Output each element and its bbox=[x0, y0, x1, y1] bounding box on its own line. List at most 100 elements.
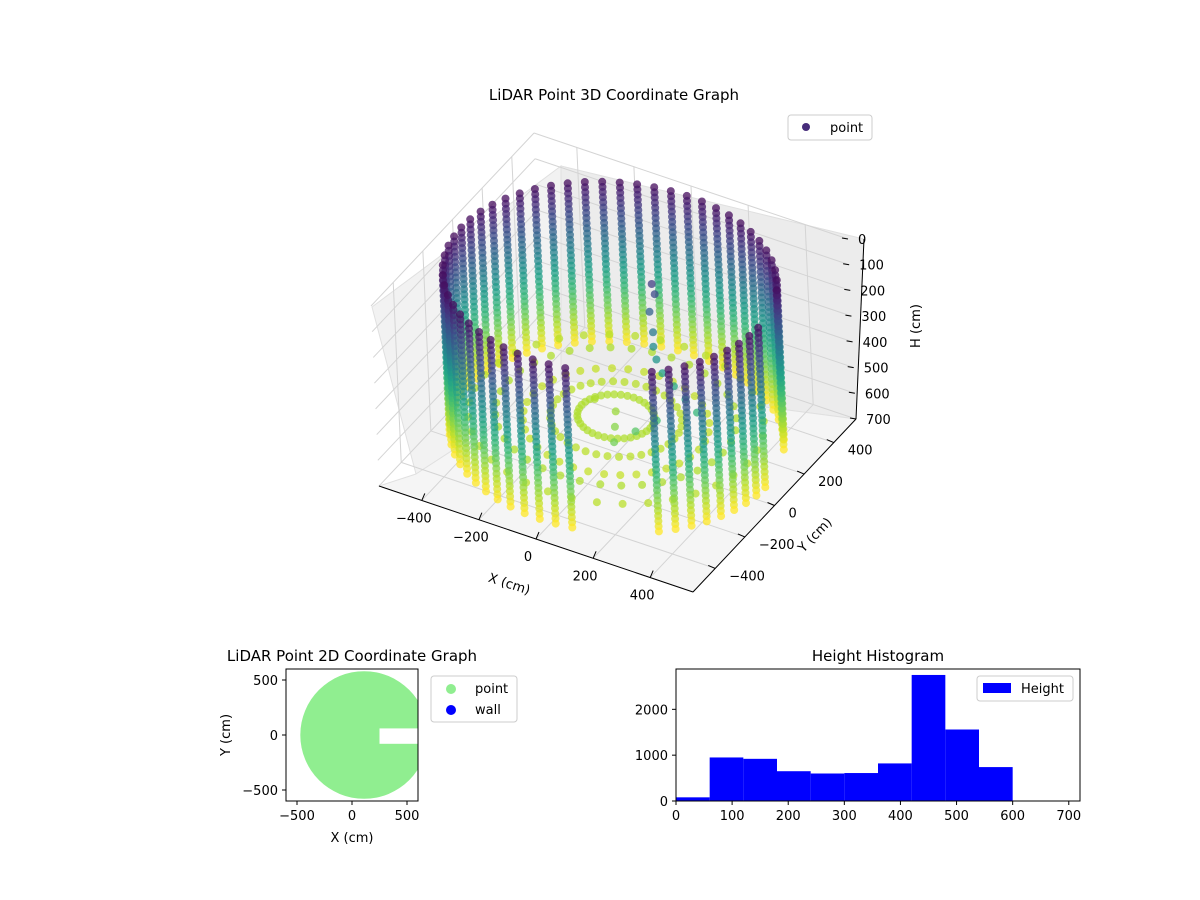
plot2d-point-disc bbox=[300, 671, 418, 799]
plot3d-point bbox=[693, 466, 702, 475]
plot3d-point bbox=[610, 422, 619, 431]
plot3d-point bbox=[568, 523, 577, 532]
plot3d-point bbox=[571, 443, 580, 452]
plot3d-point bbox=[637, 450, 646, 459]
plot3d-point bbox=[620, 434, 629, 443]
plot3d-grid-line-z-right bbox=[534, 158, 850, 266]
plot3d-point bbox=[556, 433, 565, 442]
plot3d-point bbox=[672, 403, 681, 412]
plot3d-point bbox=[624, 365, 633, 374]
histogram-bar bbox=[676, 797, 710, 801]
plot3d-point bbox=[626, 433, 635, 442]
plot3d-y-tick bbox=[737, 533, 746, 538]
plot3d-point bbox=[506, 502, 515, 511]
plot3d-point bbox=[556, 471, 565, 480]
plot3d-point bbox=[606, 343, 615, 352]
plot3d-x-tick-label: 200 bbox=[573, 569, 598, 584]
plot3d-point bbox=[523, 398, 532, 406]
plot3d-point bbox=[675, 459, 684, 468]
histogram-bar bbox=[945, 729, 979, 801]
plot2d-legend-marker-wall bbox=[446, 705, 456, 715]
plot2d-plot-area bbox=[300, 671, 418, 799]
plot3d-z-tick-label: 300 bbox=[861, 310, 886, 325]
plot3d-ticks: −400 −200 0 200 400 −400 −200 0 200 400 0 100 200 300… bbox=[396, 233, 891, 604]
plot3d-point bbox=[463, 469, 472, 478]
histogram-legend-box bbox=[976, 675, 1074, 702]
plot3d-point bbox=[596, 480, 605, 489]
plot3d-point bbox=[600, 433, 609, 442]
histogram-x-tick-label: 400 bbox=[888, 809, 913, 824]
histogram-bar bbox=[979, 767, 1013, 801]
histogram-x-tick-label: 600 bbox=[1000, 809, 1025, 824]
plot3d-point bbox=[620, 378, 629, 386]
histogram-bar bbox=[844, 773, 878, 801]
plot3d-point bbox=[538, 344, 546, 353]
plot3d-x-tick bbox=[649, 570, 654, 578]
plot3d-point bbox=[705, 419, 714, 427]
plot3d-grid-line-x-wall bbox=[690, 185, 700, 367]
histogram-bars bbox=[676, 674, 1013, 801]
plot3d-point bbox=[631, 427, 640, 436]
plot3d-point bbox=[717, 512, 726, 521]
plot3d-x-tick bbox=[421, 493, 426, 501]
histogram-bar bbox=[709, 757, 744, 801]
plot2d-y-tick-label: 500 bbox=[253, 674, 278, 689]
plot3d-point bbox=[538, 382, 547, 391]
plot3d-point bbox=[532, 340, 541, 349]
plot3d-point bbox=[555, 334, 564, 343]
plot3d-point bbox=[535, 514, 544, 523]
plot3d-y-tick-label: −400 bbox=[729, 569, 765, 584]
plot3d-point bbox=[603, 390, 612, 399]
histogram: Height Histogram 0 100 200 300 400 500 600 7000… bbox=[635, 647, 1081, 824]
histogram-frame bbox=[675, 668, 1081, 802]
plot3d-z-axis-line bbox=[855, 238, 865, 420]
plot3d-z-tick bbox=[844, 288, 851, 291]
plot2d-ticks: −500 0 500 −500 0 500 bbox=[242, 674, 419, 824]
histogram-y-tick-label: 2000 bbox=[635, 703, 668, 718]
plot3d-x-tick bbox=[535, 531, 540, 540]
histogram-x-tick-label: 500 bbox=[944, 809, 969, 824]
plot3d-point bbox=[547, 351, 555, 360]
plot3d-legend-marker bbox=[802, 123, 810, 131]
histogram-bar bbox=[743, 758, 777, 801]
plot3d-grid-line-y-wall bbox=[422, 250, 432, 431]
plot3d-point bbox=[456, 460, 465, 469]
histogram-bar bbox=[878, 763, 912, 801]
plot3d-z-tick bbox=[843, 263, 850, 266]
plot3d-point bbox=[658, 369, 667, 378]
plot3d-point bbox=[555, 457, 564, 466]
plot3d-x-tick-label: 0 bbox=[524, 550, 532, 565]
plot3d-y-tick-label: 200 bbox=[818, 475, 843, 490]
plot3d-point bbox=[647, 280, 656, 288]
plot2d-legend-label-wall: wall bbox=[475, 703, 501, 718]
plot3d-point bbox=[707, 458, 716, 467]
plot3d-point bbox=[667, 353, 676, 362]
plot2d-y-tick-label: −500 bbox=[242, 784, 278, 799]
plot3d-point bbox=[616, 390, 625, 399]
plot3d-point bbox=[701, 351, 710, 360]
plot3d-point bbox=[623, 391, 632, 400]
plot3d-x-tick-label: −400 bbox=[396, 511, 432, 526]
plot3d-point bbox=[657, 342, 666, 351]
histogram-x-tick-label: 0 bbox=[672, 809, 680, 824]
plot3d-point bbox=[650, 290, 659, 299]
plot3d-point bbox=[565, 346, 574, 355]
plot3d-point bbox=[644, 499, 653, 507]
plot3d-z-tick bbox=[846, 340, 853, 343]
plot3d-point bbox=[610, 390, 619, 399]
plot3d-point bbox=[674, 428, 683, 437]
plot3d-point bbox=[631, 331, 640, 340]
plot2d-y-axis-label: Y (cm) bbox=[219, 714, 234, 757]
plot3d-point bbox=[600, 470, 609, 479]
plot3d-grid-line-x-wall bbox=[576, 147, 586, 328]
plot3d-grid-line-z-left bbox=[370, 132, 535, 307]
plot3d-y-tick bbox=[826, 439, 834, 444]
plot3d-point bbox=[579, 331, 588, 340]
plot3d-point bbox=[671, 525, 680, 533]
plot3d-title: LiDAR Point 3D Coordinate Graph bbox=[489, 86, 739, 104]
plot3d-legend-box bbox=[787, 114, 873, 141]
plot3d-x-tick-label: 400 bbox=[630, 589, 655, 604]
plot3d-point bbox=[702, 517, 711, 526]
plot3d-point bbox=[622, 338, 631, 346]
